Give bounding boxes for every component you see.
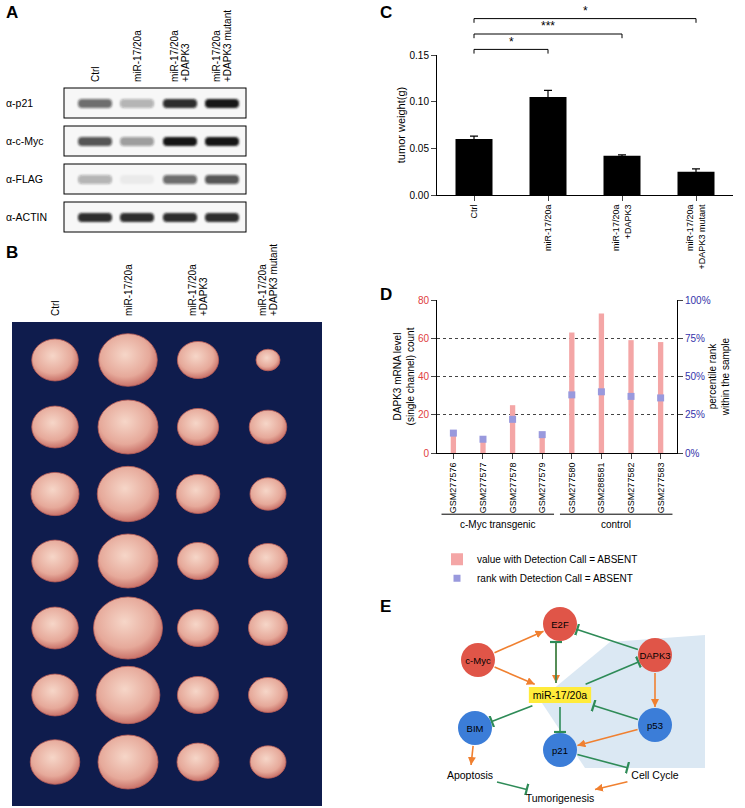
svg-text:+DAPK3 mutant: +DAPK3 mutant	[222, 10, 233, 82]
svg-text:GSM277583: GSM277583	[656, 463, 666, 514]
svg-text:miR-17/20a+DAPK3 mutant: miR-17/20a+DAPK3 mutant	[685, 204, 707, 269]
svg-text:GSM277576: GSM277576	[448, 463, 458, 514]
svg-text:Apoptosis: Apoptosis	[447, 769, 493, 781]
svg-text:Ctrl: Ctrl	[90, 66, 101, 82]
svg-text:*: *	[509, 35, 514, 49]
svg-text:*: *	[583, 4, 588, 18]
svg-text:percentile rankwithin the samp: percentile rankwithin the sample	[707, 337, 731, 416]
svg-text:control: control	[601, 519, 631, 530]
svg-text:miR-17/20a: miR-17/20a	[543, 205, 553, 252]
svg-text:tumor weight(g): tumor weight(g)	[395, 87, 407, 163]
svg-text:GSM277577: GSM277577	[478, 463, 488, 514]
svg-text:+DAPK3: +DAPK3	[180, 43, 191, 82]
svg-text:value with Detection Call = AB: value with Detection Call = ABSENT	[477, 554, 637, 565]
svg-text:40: 40	[418, 371, 430, 382]
svg-text:0: 0	[423, 448, 429, 459]
svg-text:C: C	[380, 3, 392, 22]
svg-text:0.00: 0.00	[410, 190, 430, 201]
svg-text:0.10: 0.10	[410, 96, 430, 107]
svg-text:A: A	[6, 3, 18, 22]
svg-text:α-FLAG: α-FLAG	[6, 173, 43, 185]
svg-text:20: 20	[418, 409, 430, 420]
svg-text:E2F: E2F	[551, 619, 569, 630]
svg-text:D: D	[380, 285, 392, 304]
svg-text:miR-17/20a: miR-17/20a	[123, 264, 134, 316]
svg-text:25%: 25%	[685, 409, 705, 420]
svg-text:GSM288581: GSM288581	[596, 463, 606, 514]
svg-text:Ctrl: Ctrl	[50, 300, 61, 316]
svg-text:75%: 75%	[685, 333, 705, 344]
svg-text:DAPK3: DAPK3	[639, 650, 670, 661]
svg-text:miR-17/20a: miR-17/20a	[257, 264, 268, 316]
svg-text:+DAPK3 mutant: +DAPK3 mutant	[268, 244, 279, 316]
svg-text:p21: p21	[552, 745, 568, 756]
svg-text:0.15: 0.15	[410, 50, 430, 61]
svg-text:miR-17/20a: miR-17/20a	[211, 30, 222, 82]
svg-text:α-c-Myc: α-c-Myc	[6, 135, 44, 147]
svg-text:Ctrl: Ctrl	[469, 205, 479, 219]
svg-text:GSM277579: GSM277579	[537, 463, 547, 514]
svg-text:Tumorigenesis: Tumorigenesis	[526, 792, 594, 804]
svg-text:rank with Detection Call = ABS: rank with Detection Call = ABSENT	[477, 573, 633, 584]
svg-text:Cell Cycle: Cell Cycle	[631, 769, 678, 781]
svg-text:60: 60	[418, 333, 430, 344]
svg-text:GSM277582: GSM277582	[626, 463, 636, 514]
svg-text:miR-17/20a: miR-17/20a	[132, 30, 143, 82]
svg-text:DAPK3 mRNA level(single channe: DAPK3 mRNA level(single channel) count	[392, 327, 416, 425]
svg-text:c-Myc transgenic: c-Myc transgenic	[460, 519, 536, 530]
svg-text:GSM277578: GSM277578	[508, 463, 518, 514]
svg-text:miR-17/20a+DAPK3: miR-17/20a+DAPK3	[611, 205, 633, 252]
svg-text:80: 80	[418, 295, 430, 306]
svg-text:100%: 100%	[685, 295, 711, 306]
svg-text:***: ***	[541, 19, 555, 33]
svg-text:GSM277580: GSM277580	[567, 463, 577, 514]
svg-text:α-p21: α-p21	[6, 97, 33, 109]
svg-text:miR-17/20a: miR-17/20a	[187, 264, 198, 316]
svg-text:α-ACTIN: α-ACTIN	[6, 211, 47, 223]
svg-text:+DAPK3: +DAPK3	[198, 277, 209, 316]
svg-text:c-Myc: c-Myc	[465, 655, 491, 666]
svg-text:B: B	[6, 243, 18, 262]
svg-text:E: E	[380, 597, 391, 616]
svg-text:0%: 0%	[685, 448, 700, 459]
svg-text:miR-17/20a: miR-17/20a	[533, 689, 587, 701]
svg-text:0.05: 0.05	[410, 143, 430, 154]
svg-text:p53: p53	[647, 720, 663, 731]
svg-text:BIM: BIM	[467, 723, 484, 734]
svg-text:miR-17/20a: miR-17/20a	[169, 30, 180, 82]
svg-text:50%: 50%	[685, 371, 705, 382]
